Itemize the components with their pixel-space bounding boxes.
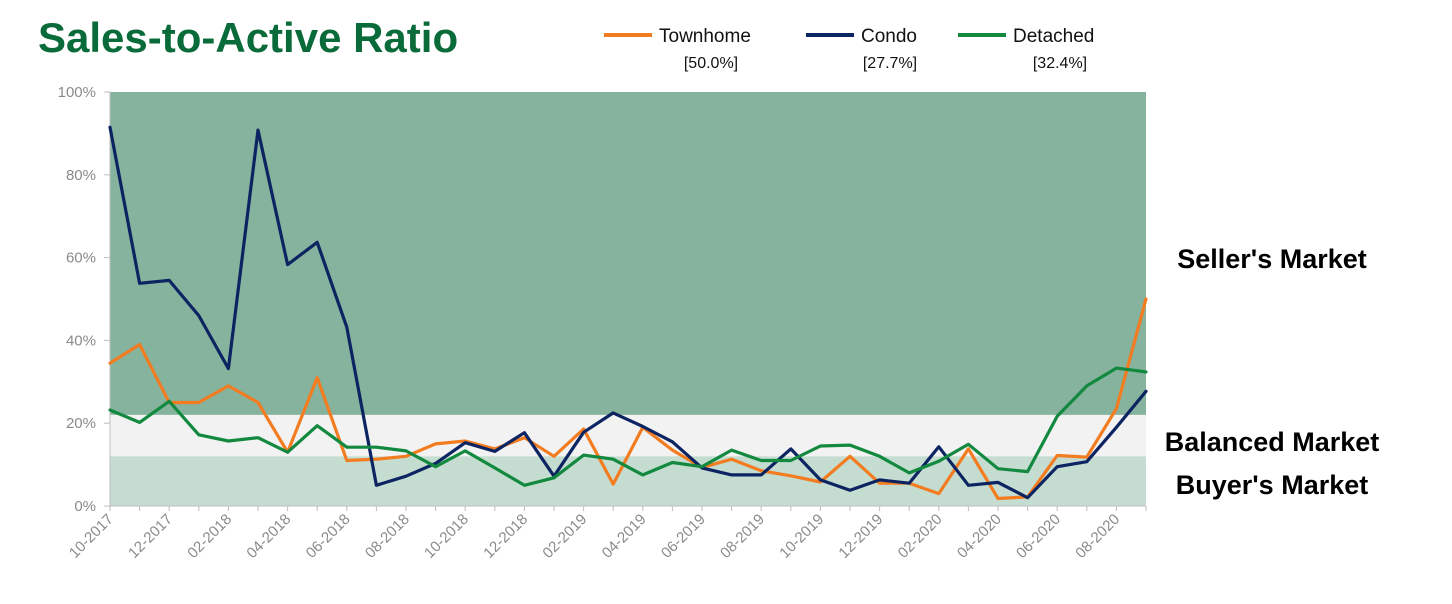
x-tick-label: 04-2019 (599, 511, 650, 562)
legend-label-condo: Condo (861, 26, 917, 47)
x-tick-label: 02-2019 (539, 511, 590, 562)
x-tick-label: 04-2018 (243, 511, 294, 562)
y-tick-label: 0% (74, 498, 96, 515)
y-tick-label: 60% (66, 250, 96, 267)
x-tick-label: 10-2018 (421, 511, 472, 562)
y-tick-label: 20% (66, 415, 96, 432)
x-tick-label: 08-2020 (1072, 511, 1123, 562)
x-tick-label: 06-2018 (303, 511, 354, 562)
legend-value-condo: [27.7%] (863, 55, 917, 72)
x-tick-label: 02-2018 (184, 511, 235, 562)
legend-label-townhome: Townhome (659, 26, 751, 47)
x-tick-label: 02-2020 (895, 511, 946, 562)
x-tick-label: 12-2018 (480, 511, 531, 562)
zone-labels: Seller's Market Balanced Market Buyer's Ma… (1165, 244, 1380, 500)
x-tick-label: 06-2020 (1013, 511, 1064, 562)
series-line-detached (108, 366, 1148, 487)
legend-value-detached: [32.4%] (1033, 55, 1087, 72)
series-line-townhome (108, 297, 1148, 501)
x-tick-label: 10-2017 (66, 511, 117, 562)
chart-title: Sales-to-Active Ratio (38, 14, 458, 61)
zone-label-buyer-s-market: Buyer's Market (1176, 470, 1369, 500)
zone-buyer-s-market (110, 456, 1146, 506)
zone-label-seller-s-market: Seller's Market (1177, 244, 1367, 274)
x-tick-label: 08-2019 (717, 511, 768, 562)
legend: Townhome [50.0%] Condo [27.7%] Detached [32.4… (604, 26, 1094, 72)
series-lines (108, 125, 1148, 501)
x-tick-label: 12-2017 (125, 511, 176, 562)
legend-label-detached: Detached (1013, 26, 1094, 47)
y-tick-label: 40% (66, 332, 96, 349)
x-tick-label: 08-2018 (362, 511, 413, 562)
x-tick-label: 10-2019 (776, 511, 827, 562)
market-zones (110, 92, 1146, 506)
series-line-condo (108, 125, 1148, 500)
zone-seller-s-market (110, 92, 1146, 415)
y-tick-label: 100% (58, 84, 96, 101)
legend-value-townhome: [50.0%] (684, 55, 738, 72)
zone-label-balanced-market: Balanced Market (1165, 427, 1380, 457)
x-tick-label: 06-2019 (658, 511, 709, 562)
x-tick-label: 04-2020 (954, 511, 1005, 562)
x-tick-label: 12-2019 (835, 511, 886, 562)
y-tick-label: 80% (66, 167, 96, 184)
